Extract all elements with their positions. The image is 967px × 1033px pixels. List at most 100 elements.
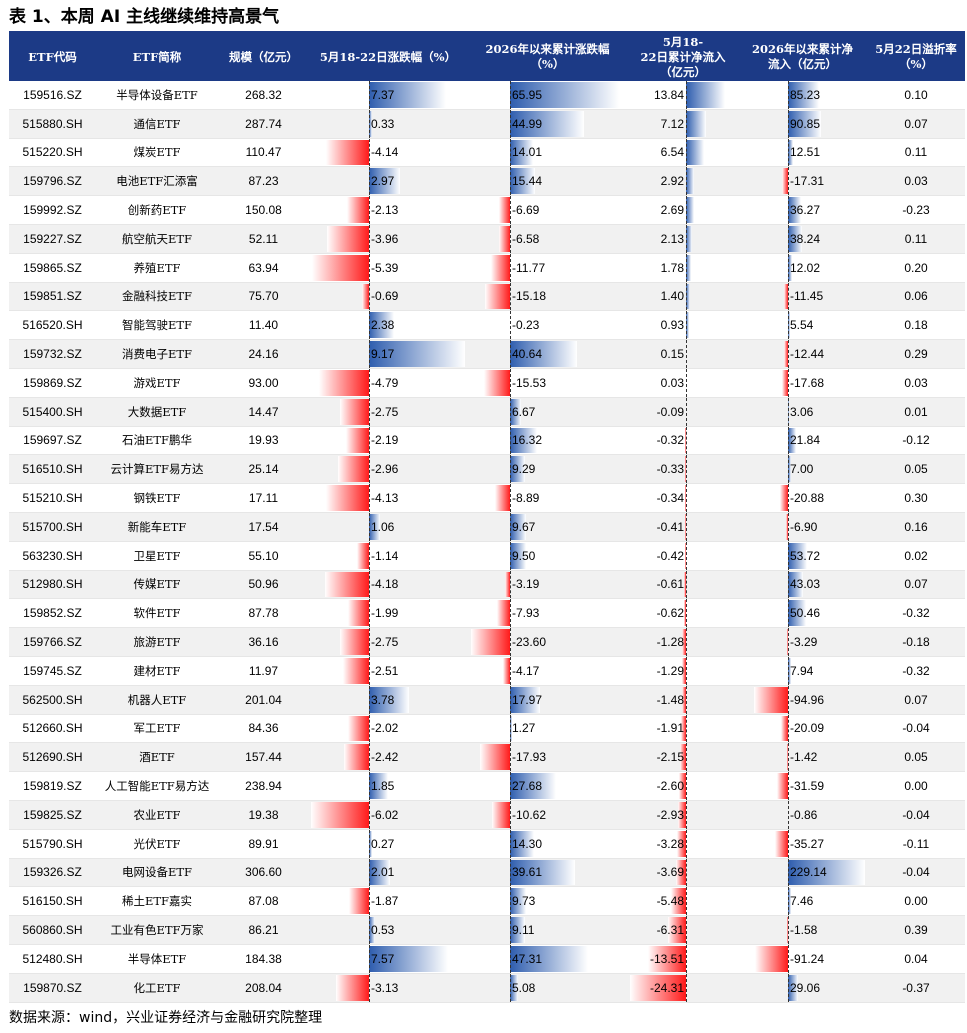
ytd-inflow-cell: 38.24 xyxy=(738,224,867,253)
etf-code: 159865.SZ xyxy=(23,260,82,275)
weekly-change-value: -3.96 xyxy=(371,231,399,246)
etf-code: 515700.SH xyxy=(22,519,83,534)
weekly-inflow-axis xyxy=(686,340,687,368)
premium-rate: 0.11 xyxy=(904,145,928,160)
ytd-change-bar xyxy=(510,139,534,166)
etf-name: 建材ETF xyxy=(133,663,181,678)
weekly-change-value: -2.19 xyxy=(371,433,399,448)
weekly-inflow-axis xyxy=(686,426,687,455)
etf-name: 智能驾驶ETF xyxy=(121,318,193,333)
weekly-change-cell: 2.97 xyxy=(309,167,467,196)
ytd-inflow-cell: -3.29 xyxy=(738,628,867,656)
premium-rate: 0.29 xyxy=(904,347,928,362)
ytd-change-bar xyxy=(499,225,510,252)
etf-code: 159819.SZ xyxy=(23,779,82,794)
ytd-inflow-axis xyxy=(788,282,789,311)
ytd-inflow-cell: -17.31 xyxy=(738,167,867,196)
weekly-change-value: 9.17 xyxy=(371,347,395,362)
weekly-change-axis xyxy=(369,858,370,887)
ytd-change-cell: -6.58 xyxy=(467,224,628,253)
weekly-inflow-bar xyxy=(686,168,695,195)
ytd-inflow-value: -0.86 xyxy=(790,807,818,822)
ytd-change-axis xyxy=(510,685,511,714)
ytd-change-axis xyxy=(510,887,511,916)
weekly-change-value: -2.42 xyxy=(371,750,399,765)
ytd-change-cell: -3.19 xyxy=(467,570,628,599)
etf-scale: 86.21 xyxy=(248,923,279,937)
table-row: 512690.SH 酒ETF 157.44 -2.42 -17.93 -2.15 -1.42… xyxy=(9,743,965,773)
weekly-inflow-bar xyxy=(686,197,694,223)
ytd-inflow-value: -6.90 xyxy=(790,519,818,534)
weekly-inflow-bar xyxy=(676,830,686,857)
ytd-change-bar xyxy=(480,744,510,771)
premium-rate: -0.04 xyxy=(902,865,930,880)
weekly-inflow-axis xyxy=(686,512,687,541)
etf-name: 电池ETF汇添富 xyxy=(116,174,198,189)
etf-name: 电网设备ETF xyxy=(121,865,193,880)
weekly-change-cell: 3.78 xyxy=(309,685,467,714)
table-title: 表 1、本周 AI 主线继续维持高景气 xyxy=(9,7,280,27)
ytd-change-bar xyxy=(510,542,526,569)
weekly-change-bar xyxy=(343,744,369,771)
weekly-inflow-value: 13.84 xyxy=(653,87,684,102)
weekly-inflow-bar xyxy=(685,427,686,454)
weekly-inflow-bar xyxy=(686,312,689,339)
ytd-inflow-bar xyxy=(788,456,791,483)
ytd-inflow-bar xyxy=(788,859,865,886)
weekly-change-cell: -6.02 xyxy=(309,800,467,829)
etf-code: 159992.SZ xyxy=(23,203,82,218)
table-row: 562500.SH 机器人ETF 201.04 3.78 17.97 -1.48 -94.9… xyxy=(9,685,965,715)
etf-name: 光伏ETF xyxy=(133,836,181,851)
weekly-change-bar xyxy=(336,974,369,1001)
etf-name: 创新药ETF xyxy=(127,203,187,218)
weekly-inflow-value: 7.12 xyxy=(660,116,684,131)
weekly-change-cell: 1.06 xyxy=(309,512,467,541)
ytd-inflow-cell: -20.09 xyxy=(738,714,867,743)
weekly-change-cell: 0.27 xyxy=(309,829,467,858)
weekly-inflow-cell: 13.84 xyxy=(628,81,738,109)
ytd-change-value: 5.08 xyxy=(512,980,536,995)
premium-rate: 0.20 xyxy=(904,260,928,275)
weekly-change-cell: -4.18 xyxy=(309,570,467,599)
ytd-inflow-bar xyxy=(788,571,804,598)
weekly-change-axis xyxy=(369,800,370,829)
ytd-change-bar xyxy=(492,801,510,828)
weekly-inflow-cell: -6.31 xyxy=(628,916,738,944)
etf-name: 石油ETF鹏华 xyxy=(121,433,193,448)
source-note: 数据来源：wind，兴业证券经济与金融研究院整理 xyxy=(9,1010,323,1026)
weekly-change-bar xyxy=(312,254,369,281)
weekly-inflow-axis xyxy=(686,599,687,628)
ytd-inflow-axis xyxy=(788,944,789,973)
ytd-inflow-value: -17.68 xyxy=(790,375,825,390)
header-ytd-inflow: 2026年以来累计净 流入（亿元） xyxy=(751,42,853,71)
weekly-change-cell: 2.38 xyxy=(309,311,467,340)
ytd-change-value: 39.61 xyxy=(512,865,543,880)
ytd-inflow-value: 7.00 xyxy=(790,462,814,477)
weekly-change-axis xyxy=(369,311,370,340)
ytd-inflow-cell: -0.86 xyxy=(738,800,867,829)
ytd-change-value: 27.68 xyxy=(512,779,543,794)
ytd-inflow-axis xyxy=(788,196,789,224)
ytd-change-cell: 9.73 xyxy=(467,887,628,916)
weekly-change-axis xyxy=(369,512,370,541)
weekly-inflow-axis xyxy=(686,282,687,311)
ytd-change-value: 17.97 xyxy=(512,692,543,707)
weekly-change-cell: -3.13 xyxy=(309,973,467,1002)
table-row: 560860.SH 工业有色ETF万家 86.21 0.53 9.11 -6.31 -1.5… xyxy=(9,916,965,945)
ytd-change-value: -11.77 xyxy=(512,260,546,275)
premium-rate: -0.18 xyxy=(902,635,930,650)
weekly-change-bar xyxy=(340,398,369,425)
weekly-inflow-value: -2.15 xyxy=(656,750,684,765)
table-body: 159516.SZ 半导体设备ETF 268.32 7.37 65.95 13.84 85.… xyxy=(9,81,965,1003)
table-row: 515700.SH 新能车ETF 17.54 1.06 9.67 -0.41 -6.90 0.… xyxy=(9,512,965,542)
ytd-change-bar xyxy=(510,110,585,137)
ytd-change-value: -8.89 xyxy=(512,491,540,506)
etf-scale: 19.93 xyxy=(248,433,279,448)
etf-name: 新能车ETF xyxy=(127,519,187,534)
premium-rate: 0.03 xyxy=(904,375,928,390)
header-top-rule xyxy=(9,31,965,33)
weekly-change-cell: 2.01 xyxy=(309,858,467,887)
weekly-change-bar xyxy=(327,225,369,252)
etf-name: 军工ETF xyxy=(133,721,181,736)
weekly-inflow-axis xyxy=(686,81,687,109)
